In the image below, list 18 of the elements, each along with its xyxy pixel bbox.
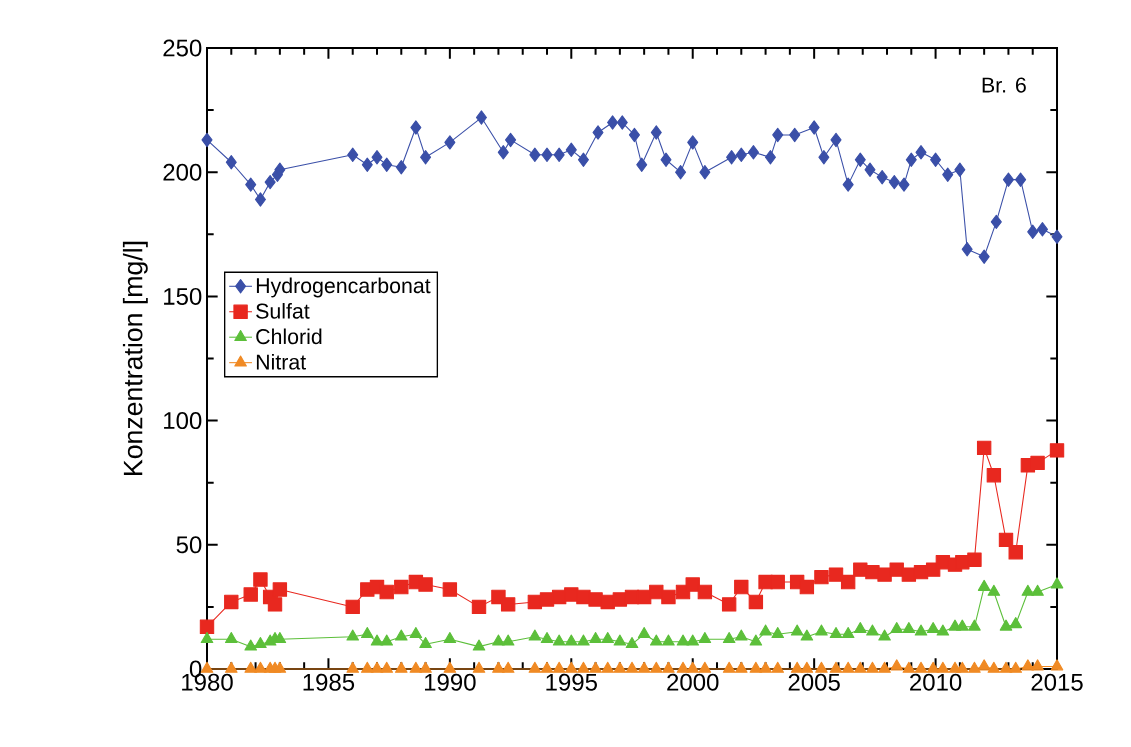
- legend-label: Chlorid: [256, 328, 322, 345]
- annotation: Br. 6: [982, 77, 1026, 93]
- legend-label: Nitrat: [256, 353, 306, 370]
- x-tick-label: 1985: [303, 673, 355, 691]
- y-tick-label: 50: [176, 536, 202, 554]
- y-tick-label: 250: [163, 39, 202, 57]
- x-tick-label: 2005: [788, 673, 840, 691]
- y-axis-title: Konzentration [mg/l]: [122, 241, 148, 475]
- legend-label: Hydrogencarbonat: [256, 277, 431, 298]
- x-tick-label: 2015: [1031, 673, 1083, 691]
- y-tick-label: 100: [164, 412, 202, 430]
- x-tick-label: 1990: [424, 673, 476, 691]
- y-tick-label: 150: [164, 287, 202, 305]
- x-tick-label: 2000: [667, 673, 719, 691]
- y-tick-label: 200: [163, 163, 202, 181]
- x-tick-label: 1995: [546, 673, 597, 691]
- legend-label: Sulfat: [256, 303, 310, 319]
- x-tick-label: 2010: [910, 673, 962, 691]
